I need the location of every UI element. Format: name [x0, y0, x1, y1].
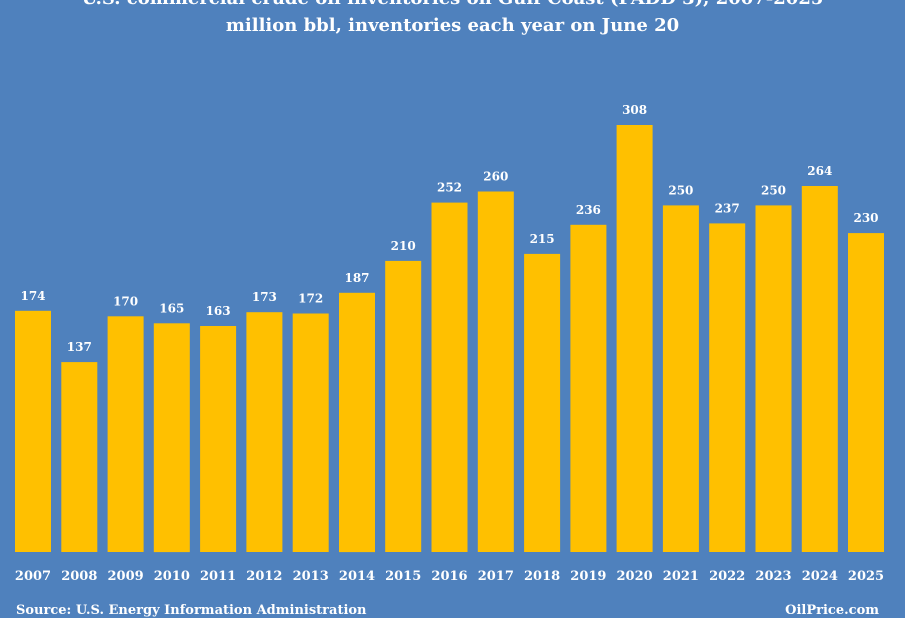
x-tick-label-2009: 2009 [108, 569, 144, 584]
x-tick-label-2016: 2016 [431, 569, 467, 584]
bar-2010 [153, 323, 190, 553]
bar-2012 [246, 312, 283, 552]
bar-2008 [61, 362, 98, 552]
x-tick-label-2025: 2025 [848, 569, 884, 584]
x-tick-label-2015: 2015 [385, 569, 421, 584]
value-label-2021: 250 [668, 183, 693, 197]
x-tick-label-2010: 2010 [154, 569, 190, 584]
value-label-2022: 237 [715, 201, 740, 215]
bar-2018 [524, 253, 561, 552]
x-tick-label-2021: 2021 [663, 569, 699, 584]
x-tick-label-2014: 2014 [339, 569, 375, 584]
x-tick-label-2007: 2007 [15, 569, 51, 584]
bar-2014 [339, 292, 375, 553]
value-label-2012: 173 [252, 290, 277, 304]
value-label-2019: 236 [576, 203, 601, 217]
bar-2009 [107, 316, 144, 552]
value-label-2025: 230 [853, 211, 878, 225]
value-label-2015: 210 [391, 239, 416, 253]
bar-2022 [709, 223, 746, 552]
bar-2024 [801, 186, 838, 552]
x-tick-label-2023: 2023 [755, 569, 791, 584]
value-label-2023: 250 [761, 183, 786, 197]
x-tick-label-2019: 2019 [570, 569, 606, 584]
bar-2013 [292, 313, 329, 552]
bar-2020 [616, 125, 653, 552]
value-label-2013: 172 [298, 292, 323, 306]
value-label-2018: 215 [530, 232, 555, 246]
value-label-2007: 174 [20, 289, 45, 303]
value-label-2016: 252 [437, 181, 462, 195]
bar-2011 [200, 326, 237, 552]
bar-2025 [848, 233, 884, 552]
bars-group [15, 125, 884, 553]
value-label-2014: 187 [344, 271, 369, 285]
value-label-2009: 170 [113, 294, 138, 308]
x-tick-label-2013: 2013 [293, 569, 329, 584]
value-labels-group: 174 137 170 165 163 173 172 187 210 252 260 215 236 3… [20, 103, 878, 354]
value-label-2017: 260 [483, 170, 508, 184]
value-label-2024: 264 [807, 164, 832, 178]
x-tick-label-2017: 2017 [478, 569, 514, 584]
bar-2023 [755, 205, 792, 552]
bar-2019 [570, 224, 607, 553]
x-tick-label-2024: 2024 [802, 569, 838, 584]
bar-2015 [385, 260, 422, 552]
publisher-logo: OilPrice.com [785, 603, 879, 618]
bar-2021 [662, 205, 699, 552]
x-tick-label-2011: 2011 [200, 569, 236, 584]
x-tick-label-2008: 2008 [61, 569, 97, 584]
bar-2016 [431, 202, 468, 552]
value-label-2011: 163 [206, 304, 231, 318]
x-axis-tick-labels: 2007 2008 2009 2010 2011 2012 2013 2014 2015 2016… [15, 569, 884, 584]
chart-subtitle: million bbl, inventories each year on Ju… [225, 15, 680, 36]
x-tick-label-2020: 2020 [617, 569, 653, 584]
source-note: Source: U.S. Energy Information Administ… [16, 603, 367, 618]
chart-title: U.S. commercial crude oil inventories on… [0, 0, 905, 11]
x-tick-label-2018: 2018 [524, 569, 560, 584]
value-label-2010: 165 [159, 301, 184, 315]
value-label-2008: 137 [67, 340, 92, 354]
value-label-2020: 308 [622, 103, 647, 117]
x-tick-label-2022: 2022 [709, 569, 745, 584]
bar-2017 [477, 191, 514, 552]
bar-2007 [15, 310, 51, 552]
x-tick-label-2012: 2012 [246, 569, 282, 584]
